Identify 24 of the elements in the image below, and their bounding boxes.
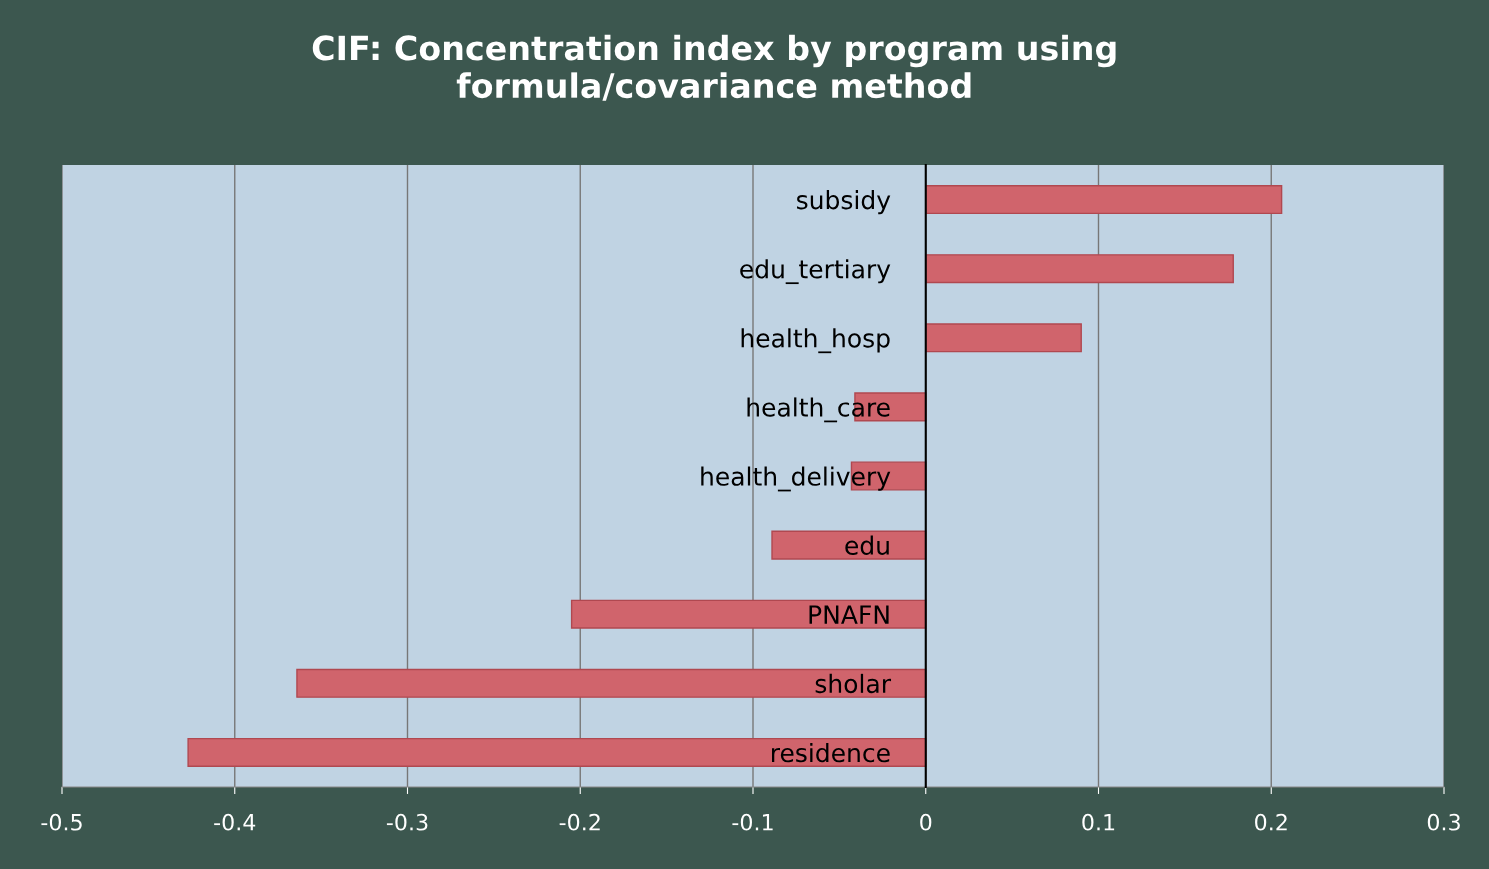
bar (570, 599, 927, 629)
x-tick-label: -0.2 (559, 813, 600, 831)
y-tick-label: sholar (815, 673, 892, 694)
x-tick-label: -0.1 (732, 813, 773, 831)
x-tick-label: 0 (920, 813, 932, 831)
bar (296, 668, 927, 698)
x-tick-label: 0.2 (1255, 813, 1287, 831)
x-tick-label: -0.4 (214, 813, 256, 831)
chart-title: CIF: Concentration index by program using formula/covariance method (312, 34, 1116, 101)
x-tick-label: 0.1 (1082, 813, 1115, 831)
y-tick-label: health_hosp (741, 328, 890, 354)
bar (925, 323, 1082, 353)
bar (187, 737, 927, 767)
bar (925, 254, 1234, 284)
bar (771, 530, 927, 560)
x-tick-label: 0.3 (1427, 813, 1460, 831)
y-tick-label: edu (845, 535, 889, 555)
y-tick-label: edu_tertiary (740, 259, 891, 285)
y-tick-label: PNAFN (809, 605, 889, 624)
x-tick-label: -0.3 (386, 813, 428, 831)
y-tick-label: residence (772, 742, 890, 763)
bar (925, 185, 1283, 215)
y-tick-label: subsidy (797, 190, 891, 215)
x-tick-label: -0.5 (41, 813, 82, 831)
